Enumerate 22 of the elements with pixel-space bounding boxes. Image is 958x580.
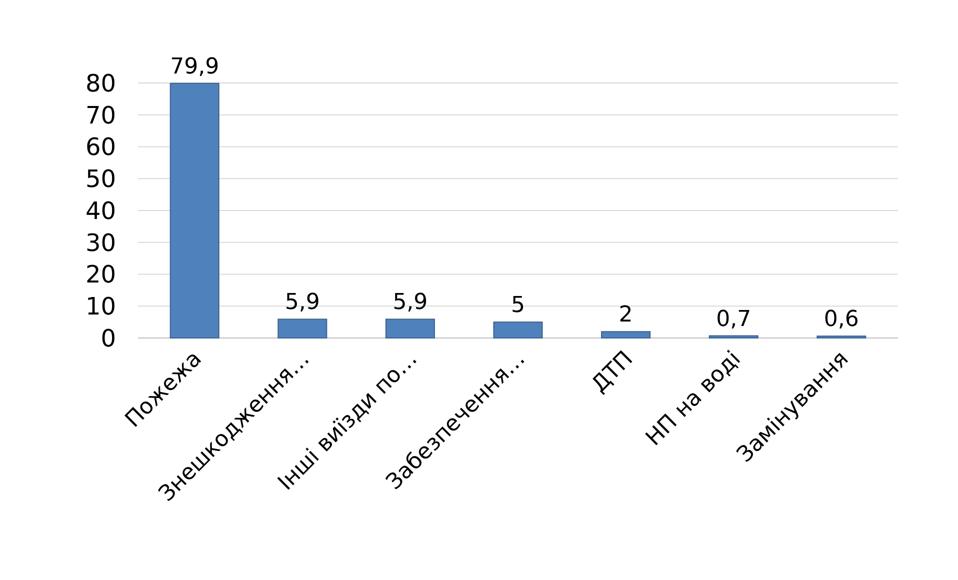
y-tick-label: 30 [85, 228, 116, 257]
bar [601, 331, 651, 338]
bar [708, 335, 758, 338]
data-label: 0,6 [824, 307, 859, 332]
data-label: 2 [618, 302, 633, 328]
data-label: 5,9 [392, 290, 428, 316]
y-tick-label: 80 [85, 69, 116, 98]
y-tick-label: 70 [85, 101, 116, 130]
data-label: 79,9 [170, 54, 220, 80]
data-label: 0,7 [716, 306, 752, 332]
data-label: 5 [511, 293, 525, 318]
y-tick-label: 60 [85, 133, 116, 162]
data-label: 5,9 [284, 290, 320, 316]
bar [493, 322, 543, 338]
y-tick-label: 10 [85, 292, 116, 321]
y-tick-label: 40 [85, 196, 116, 225]
bar [170, 82, 220, 338]
bar [385, 318, 435, 338]
y-tick-label: 20 [85, 260, 116, 289]
y-tick-label: 0 [100, 324, 116, 352]
y-tick-label: 50 [85, 165, 116, 194]
bar [278, 318, 328, 338]
